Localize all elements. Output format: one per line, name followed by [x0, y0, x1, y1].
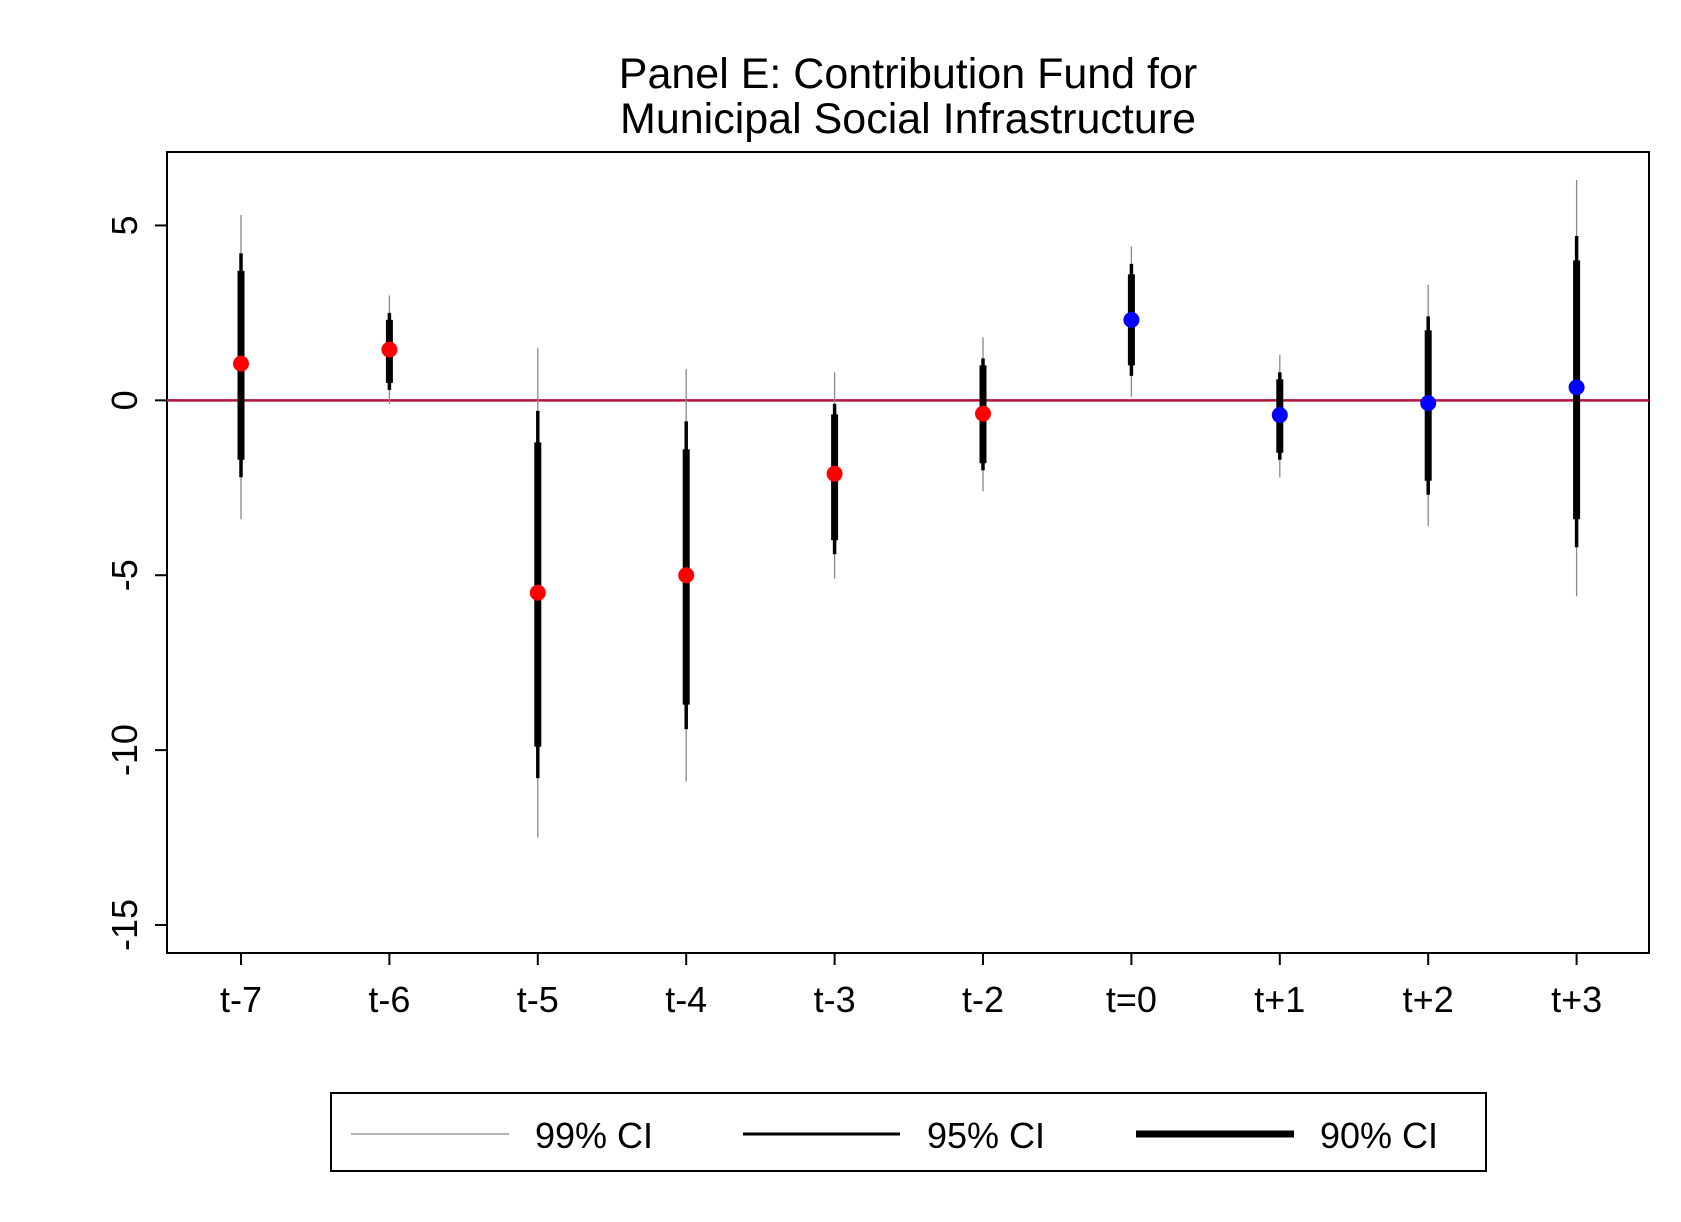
point-estimate: [233, 355, 249, 372]
y-tick-label: -5: [104, 559, 145, 591]
chart-title-line-1: Panel E: Contribution Fund for: [619, 50, 1197, 98]
point-estimate: [1271, 407, 1288, 424]
y-axis: 5 0 -5 -10 -15: [104, 215, 167, 951]
legend-label-90: 90% CI: [1320, 1115, 1438, 1156]
point-estimates: [233, 311, 1585, 601]
x-tick-label: t+2: [1403, 979, 1454, 1020]
x-axis: t-7 t-6 t-5 t-4 t-3 t-2 t=0 t+1 t+2 t+3: [220, 953, 1602, 1020]
point-estimate: [529, 584, 546, 601]
chart-title-line-2: Municipal Social Infrastructure: [620, 95, 1196, 143]
point-estimate: [975, 405, 991, 422]
x-tick-label: t=0: [1106, 979, 1157, 1020]
confidence-intervals: [237, 179, 1581, 838]
x-tick-label: t+1: [1254, 979, 1305, 1020]
x-tick-label: t-7: [220, 979, 262, 1020]
x-tick-label: t-6: [368, 979, 410, 1020]
x-tick-label: t-3: [814, 979, 856, 1020]
point-estimate: [678, 567, 695, 584]
y-tick-label: -15: [104, 899, 145, 951]
x-tick-label: t-4: [665, 979, 707, 1020]
point-estimate: [1568, 379, 1585, 396]
point-estimate: [1123, 311, 1140, 328]
legend-label-99: 99% CI: [535, 1115, 653, 1156]
plot-frame: [166, 151, 1650, 954]
x-tick-label: t+3: [1551, 979, 1602, 1020]
point-estimate: [381, 341, 398, 358]
point-estimate: [826, 465, 843, 482]
x-tick-label: t-5: [517, 979, 559, 1020]
y-tick-label: 0: [104, 390, 145, 410]
x-tick-label: t-2: [962, 979, 1004, 1020]
y-tick-label: -10: [104, 724, 145, 776]
point-estimate: [1420, 395, 1437, 412]
legend-label-95: 95% CI: [927, 1115, 1045, 1156]
legend-box: [330, 1092, 1487, 1172]
y-tick-label: 5: [104, 215, 145, 235]
legend: 99% CI 95% CI 90% CI: [330, 1092, 1487, 1172]
